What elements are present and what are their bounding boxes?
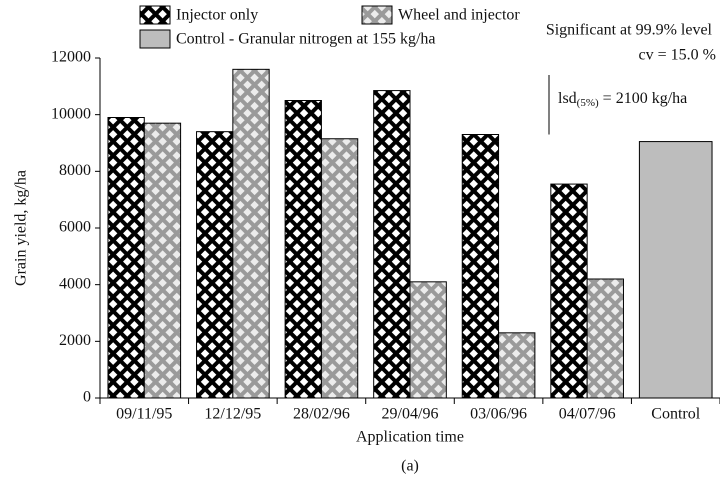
bar [284, 100, 322, 399]
legend-label: Wheel and injector [398, 7, 520, 24]
significance-note: Significant at 99.9% level [546, 22, 713, 39]
x-tick-label: 12/12/95 [204, 406, 261, 423]
bar [107, 117, 145, 399]
legend-swatch [361, 5, 393, 25]
x-axis-label: Application time [356, 429, 464, 446]
bar [586, 278, 624, 399]
x-tick-label: 04/07/96 [559, 406, 616, 423]
bar [320, 138, 359, 399]
x-tick-label: Control [651, 406, 700, 423]
bar [373, 90, 411, 399]
y-tick-label: 2000 [59, 332, 91, 349]
x-tick-label: 03/06/96 [470, 406, 527, 423]
y-tick-label: 0 [83, 389, 91, 406]
y-tick-label: 4000 [59, 275, 91, 292]
bar [232, 68, 270, 399]
bar [461, 134, 500, 399]
x-tick-label: 29/04/96 [382, 406, 439, 423]
lsd-note: lsd(5%) = 2100 kg/ha [558, 90, 687, 109]
x-tick-label: 28/02/96 [293, 406, 350, 423]
bar [196, 131, 234, 399]
bar [143, 122, 182, 399]
bar [638, 141, 713, 399]
x-tick-label: 09/11/95 [116, 406, 172, 423]
legend-label: Injector only [176, 7, 258, 24]
y-tick-label: 12000 [51, 49, 91, 66]
legend-swatch [139, 29, 171, 49]
bar [550, 183, 588, 399]
lsd-prefix: lsd [558, 90, 577, 107]
chart-title: (a) [401, 458, 419, 475]
y-axis-label: Grain yield, kg/ha [13, 170, 30, 286]
lsd-subscript: (5%) [577, 97, 599, 109]
legend-label: Control - Granular nitrogen at 155 kg/ha [176, 31, 436, 48]
bar [409, 281, 447, 399]
lsd-text: = 2100 kg/ha [599, 90, 688, 107]
y-tick-label: 10000 [51, 105, 91, 122]
legend-swatch [139, 5, 171, 25]
cv-note: cv = 15.0 % [639, 47, 716, 64]
y-tick-label: 8000 [59, 162, 91, 179]
y-tick-label: 6000 [59, 219, 91, 236]
bar [498, 332, 536, 399]
